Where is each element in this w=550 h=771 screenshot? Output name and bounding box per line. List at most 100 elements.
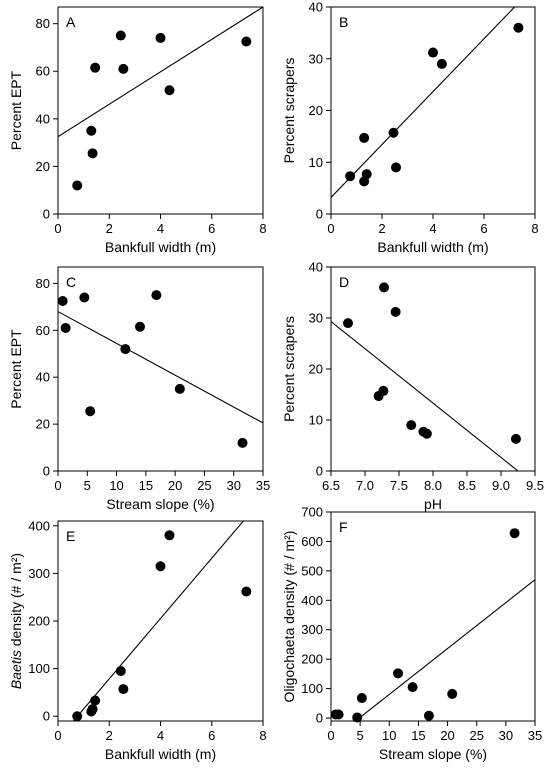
x-tick-label: 7.5 <box>390 478 408 493</box>
y-tick-label: 700 <box>301 505 323 520</box>
y-axis-label: Percent EPT <box>8 329 24 409</box>
panel-letter: F <box>339 519 348 535</box>
data-point <box>241 36 252 47</box>
data-point <box>361 169 372 180</box>
y-tick-label: 80 <box>36 276 50 291</box>
regression-line <box>355 579 535 721</box>
data-point <box>57 296 68 306</box>
y-axis-label-italic: Baetis <box>8 650 24 689</box>
y-tick-label: 0 <box>43 709 50 724</box>
x-tick-label: 6 <box>208 221 215 236</box>
x-tick-label: 8 <box>259 221 266 236</box>
y-tick-label: 200 <box>28 614 50 629</box>
x-tick-label: 9.0 <box>492 478 510 493</box>
y-tick-label: 600 <box>301 534 323 549</box>
y-tick-label: 20 <box>36 417 50 432</box>
y-axis-label: Baetis density (# / m²) <box>8 553 24 689</box>
data-point <box>115 666 126 676</box>
y-tick-label: 60 <box>36 323 50 338</box>
data-point <box>155 32 166 43</box>
panel-letter: D <box>339 274 349 290</box>
panel-letter: E <box>66 528 75 544</box>
x-tick-label: 4 <box>157 728 164 743</box>
data-point <box>86 125 97 136</box>
x-tick-label: 20 <box>440 728 454 743</box>
data-point <box>509 528 520 539</box>
data-point <box>237 437 248 448</box>
y-tick-label: 500 <box>301 563 323 578</box>
y-tick-label: 30 <box>309 311 323 326</box>
x-tick-label: 2 <box>378 221 385 236</box>
panel-d: 6.5 7.0 7.5 8.0 8.5 9.0 9.5 0 10 20 30 40 pH Percent … <box>281 260 544 513</box>
x-tick-label: 35 <box>528 728 542 743</box>
x-tick-label: 20 <box>168 478 182 493</box>
data-point <box>391 162 402 173</box>
x-tick-label: 2 <box>106 728 113 743</box>
x-tick-label: 6 <box>480 221 487 236</box>
plot-frame <box>330 511 536 722</box>
data-point <box>87 704 98 715</box>
x-tick-label: 8 <box>531 221 538 236</box>
x-tick-label: 25 <box>197 478 211 493</box>
panel-letter: B <box>339 14 348 30</box>
data-point <box>87 148 98 159</box>
regression-line <box>58 7 263 138</box>
x-tick-label: 0 <box>327 221 334 236</box>
y-axis-label: Percent scrapers <box>281 316 297 422</box>
x-tick-label: 4 <box>157 221 164 236</box>
data-point <box>406 420 417 431</box>
y-tick-label: 300 <box>301 622 323 637</box>
data-point <box>120 344 131 355</box>
data-point <box>390 306 401 317</box>
data-point <box>378 385 389 396</box>
x-tick-label: 0 <box>54 728 61 743</box>
y-axis-label-rest: density (# / m²) <box>8 553 24 646</box>
data-point <box>60 322 71 333</box>
x-tick-label: 5 <box>84 478 91 493</box>
y-tick-label: 0 <box>43 207 50 222</box>
data-point <box>118 63 129 74</box>
y-tick-label: 40 <box>309 0 323 15</box>
x-tick-label: 10 <box>382 728 396 743</box>
x-tick-label: 8.0 <box>424 478 442 493</box>
data-point <box>72 180 83 191</box>
y-tick-label: 100 <box>28 661 50 676</box>
y-tick-label: 30 <box>309 51 323 66</box>
x-tick-label: 6.5 <box>322 478 340 493</box>
x-tick-label: 8 <box>259 728 266 743</box>
y-tick-label: 20 <box>36 159 50 174</box>
x-tick-label: 8.5 <box>458 478 476 493</box>
data-point <box>333 709 344 720</box>
x-tick-label: 30 <box>226 478 240 493</box>
panel-e: 0 2 4 6 8 0 100 200 300 400 Bankfull width (m) Baet… <box>8 518 267 762</box>
data-point <box>164 85 175 96</box>
x-tick-label: 0 <box>54 221 61 236</box>
x-tick-label: 0 <box>327 728 334 743</box>
x-axis-label: pH <box>424 496 442 512</box>
x-axis-label: Bankfull width (m) <box>105 239 216 255</box>
regression-line <box>331 7 515 198</box>
data-point <box>447 688 458 699</box>
x-tick-label: 4 <box>429 221 436 236</box>
y-tick-label: 40 <box>309 260 323 275</box>
data-point <box>79 292 90 303</box>
x-axis-label: Stream slope (%) <box>379 746 487 762</box>
y-tick-label: 300 <box>28 566 50 581</box>
x-axis-label: Stream slope (%) <box>106 496 214 512</box>
data-point <box>393 668 404 679</box>
data-point <box>155 561 166 572</box>
y-tick-label: 200 <box>301 652 323 667</box>
panel-letter: C <box>66 274 76 290</box>
y-tick-label: 0 <box>316 464 323 479</box>
data-point <box>135 321 145 332</box>
plot-frame <box>57 266 264 472</box>
plot-frame <box>330 266 536 472</box>
y-tick-label: 400 <box>28 518 50 533</box>
data-point <box>356 693 367 704</box>
panel-c: 0 5 10 15 20 25 30 35 0 20 40 60 80 Stream slope (%) P… <box>8 266 270 512</box>
x-tick-label: 30 <box>499 728 513 743</box>
x-tick-label: 6 <box>208 728 215 743</box>
y-tick-label: 60 <box>36 64 50 79</box>
y-tick-label: 400 <box>301 593 323 608</box>
